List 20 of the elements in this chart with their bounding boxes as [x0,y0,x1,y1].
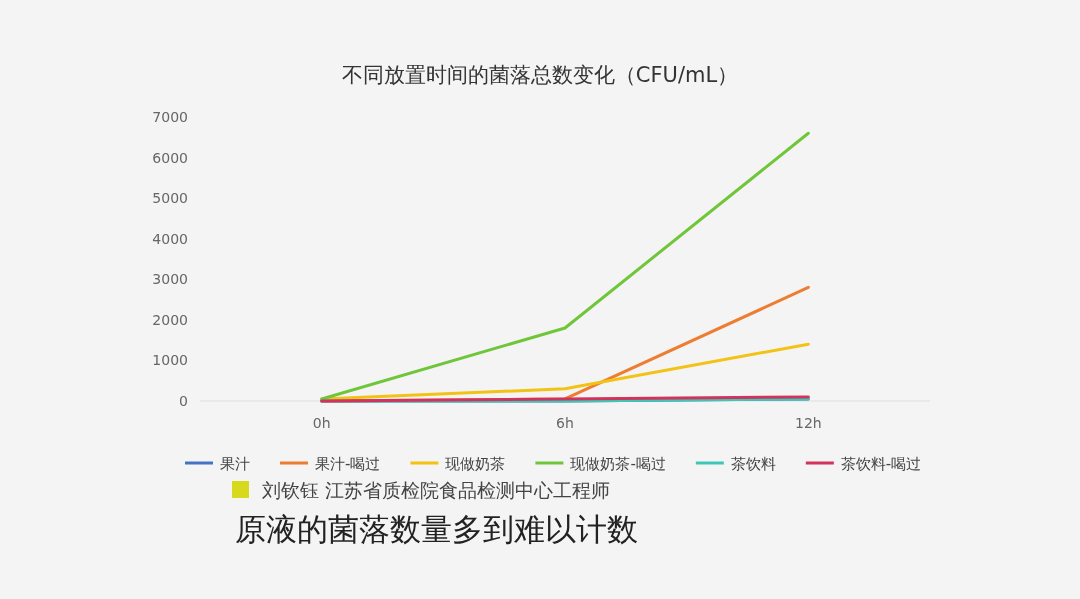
x-tick-label: 12h [794,415,822,431]
y-tick-label: 6000 [152,149,188,166]
legend-label: 茶饮料 [730,455,776,473]
y-tick-label: 4000 [152,230,188,247]
y-tick-label: 7000 [152,109,188,125]
x-tick-label: 0h [312,415,331,431]
y-tick-label: 0 [179,393,188,409]
y-tick-label: 1000 [152,352,188,369]
y-tick-label: 5000 [152,190,188,207]
legend-label: 果汁 [220,455,250,473]
chart-title: 不同放置时间的菌落总数变化（CFU/mL） [341,63,739,87]
text: 刘钦钰 江苏省质检院食品检测中心工程师 [262,479,611,501]
x-tick-label: 6h [556,415,574,431]
legend-label: 果汁-喝过 [315,455,381,473]
legend-label: 茶饮料-喝过 [840,455,922,473]
y-tick-label: 2000 [152,311,188,328]
y-tick-label: 3000 [152,271,188,288]
legend-label: 现做奶茶-喝过 [570,455,666,473]
text: 原液的菌落数量多到难以计数 [235,511,638,547]
legend-label: 现做奶茶 [445,455,506,473]
